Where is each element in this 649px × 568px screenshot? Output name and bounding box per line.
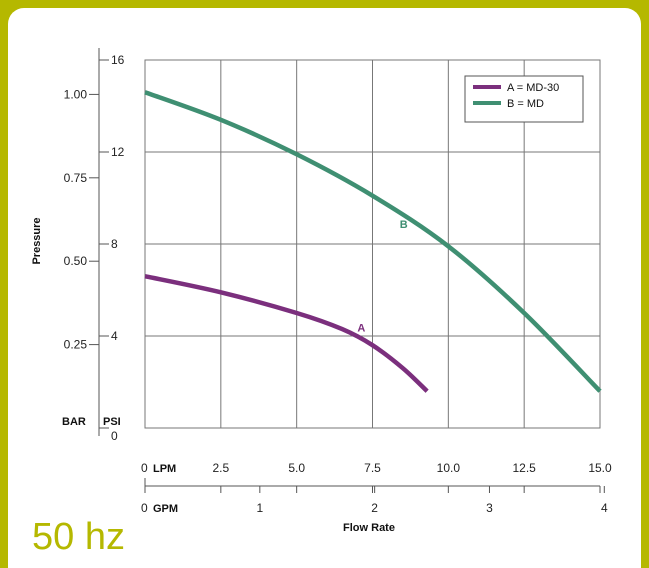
bar-tick-label: 1.00: [64, 87, 88, 101]
psi-tick-label: 8: [111, 237, 118, 251]
gpm-tick-label: 4: [601, 501, 608, 515]
lpm-unit-label: LPM: [153, 463, 176, 475]
lpm-tick-label: 2.5: [212, 461, 229, 475]
gpm-tick-label: 0: [141, 501, 148, 515]
bar-tick-label: 0.25: [64, 338, 88, 352]
gpm-unit-label: GPM: [153, 503, 178, 515]
bar-tick-label: 0.75: [64, 171, 88, 185]
lpm-tick-label: 12.5: [512, 461, 536, 475]
frequency-label: 50 hz: [32, 516, 125, 558]
psi-tick-label: 4: [111, 329, 118, 343]
gpm-tick-label: 1: [256, 501, 263, 515]
lpm-tick-label: 0: [141, 461, 148, 475]
psi-tick-label: 12: [111, 145, 125, 159]
gpm-tick-label: 2: [371, 501, 378, 515]
psi-tick-label: 16: [111, 53, 125, 67]
lpm-tick-label: 5.0: [288, 461, 305, 475]
bar-unit-label: BAR: [62, 416, 86, 428]
lpm-tick-label: 10.0: [437, 461, 461, 475]
legend-entry: A = MD-30: [507, 82, 559, 94]
y-axis-title: Pressure: [31, 217, 43, 264]
legend-entry: B = MD: [507, 98, 544, 110]
psi-tick-label: 0: [111, 429, 118, 443]
lpm-tick-label: 7.5: [364, 461, 381, 475]
psi-unit-label: PSI: [103, 416, 121, 428]
gpm-tick-label: 3: [486, 501, 493, 515]
chart-card: 0 4 8 12 16 PSI 0.25 0.50 0.75 1.00 BAR 0 2.5 5.0 7.5 1…: [8, 8, 641, 568]
curve-label-a: A: [357, 322, 365, 334]
bar-tick-label: 0.50: [64, 254, 88, 268]
series-line-a: [144, 273, 429, 393]
curve-label-b: B: [400, 219, 408, 231]
series-group: AB: [144, 90, 602, 393]
x-axis-title: Flow Rate: [343, 522, 395, 534]
series-line-b: [144, 90, 602, 393]
legend-box: [464, 75, 584, 123]
legend: A = MD-30 B = MD: [464, 75, 584, 123]
lpm-tick-label: 15.0: [588, 461, 612, 475]
